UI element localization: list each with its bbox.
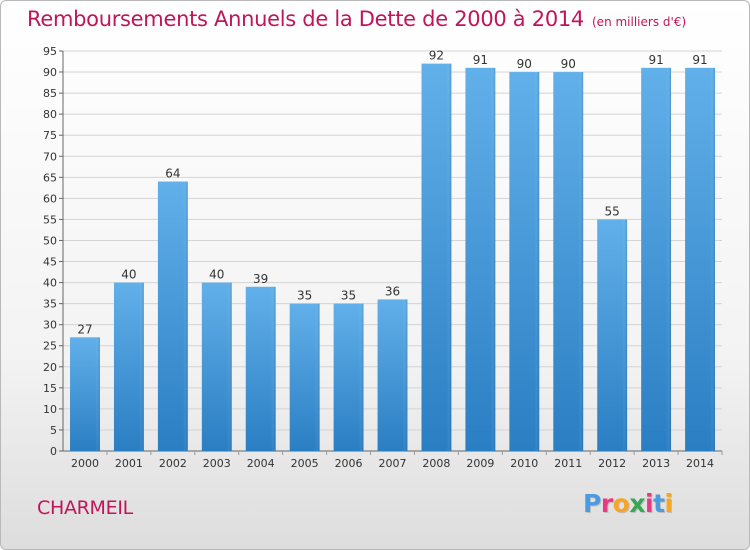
y-tick-label: 40 xyxy=(43,277,57,290)
unit-note: (en milliers d'€) xyxy=(592,15,687,29)
bar-shade xyxy=(641,67,672,451)
bar-shade xyxy=(465,67,496,451)
logo-letter: i xyxy=(664,489,674,518)
bar-shade xyxy=(113,282,144,451)
bar-shade xyxy=(685,67,715,451)
y-tick-label: 85 xyxy=(43,87,57,100)
x-tick-label: 2008 xyxy=(422,457,450,470)
x-tick-label: 2012 xyxy=(598,457,626,470)
bar-shade xyxy=(157,181,188,452)
y-tick-label: 0 xyxy=(50,445,57,458)
x-tick-label: 2009 xyxy=(466,457,494,470)
x-tick-label: 2014 xyxy=(686,457,714,470)
y-tick-label: 30 xyxy=(43,319,57,332)
bar-shade xyxy=(377,299,408,451)
logo-letter: o xyxy=(612,489,630,518)
y-tick-label: 80 xyxy=(43,108,57,121)
y-tick-label: 35 xyxy=(43,298,57,311)
bar-shade xyxy=(553,72,584,451)
bar-value-label: 64 xyxy=(165,167,180,181)
x-tick-label: 2001 xyxy=(115,457,143,470)
x-tick-label: 2003 xyxy=(203,457,231,470)
bar-layer xyxy=(70,63,715,452)
x-tick-label: 2011 xyxy=(554,457,582,470)
bar-value-label: 40 xyxy=(209,268,224,282)
y-tick-label: 75 xyxy=(43,129,57,142)
y-tick-label: 15 xyxy=(43,382,57,395)
bar-value-label: 36 xyxy=(385,284,400,298)
bar-value-label: 90 xyxy=(561,57,576,71)
bar-shade xyxy=(245,286,276,451)
bar-value-label: 35 xyxy=(297,289,312,303)
y-tick-label: 50 xyxy=(43,234,57,247)
logo-letter: r xyxy=(600,489,613,518)
x-tick-label: 2002 xyxy=(159,457,187,470)
bar-value-label: 40 xyxy=(121,268,136,282)
y-tick-label: 70 xyxy=(43,150,57,163)
bar-value-label: 92 xyxy=(429,49,444,63)
bar-value-label: 35 xyxy=(341,289,356,303)
x-tick-label: 2004 xyxy=(247,457,275,470)
x-tick-label: 2006 xyxy=(335,457,363,470)
commune-name: CHARMEIL xyxy=(37,497,133,519)
y-tick-label: 65 xyxy=(43,171,57,184)
bar-value-label: 55 xyxy=(605,204,620,218)
x-tick-label: 2013 xyxy=(642,457,670,470)
proxiti-logo: Proxiti xyxy=(583,489,673,518)
x-tick-label: 2005 xyxy=(291,457,319,470)
chart-title-text: Remboursements Annuels de la Dette de 20… xyxy=(27,7,584,31)
logo-letter: t xyxy=(653,489,665,518)
bar-value-label: 90 xyxy=(517,57,532,71)
bar-value-label: 91 xyxy=(473,53,488,67)
bar-value-label: 27 xyxy=(77,322,92,336)
logo-letter: P xyxy=(583,489,601,518)
bar-value-label: 91 xyxy=(648,53,663,67)
logo-letter: x xyxy=(629,489,645,518)
bar-shade xyxy=(201,282,232,451)
chart-title: Remboursements Annuels de la Dette de 20… xyxy=(27,7,686,31)
bar-shade xyxy=(70,337,100,451)
y-tick-label: 5 xyxy=(50,424,57,437)
x-tick-label: 2007 xyxy=(379,457,407,470)
y-tick-label: 25 xyxy=(43,340,57,353)
bar-shade xyxy=(333,303,364,451)
y-tick-label: 55 xyxy=(43,213,57,226)
bar-value-label: 39 xyxy=(253,272,268,286)
x-tick-label: 2010 xyxy=(510,457,538,470)
y-tick-label: 60 xyxy=(43,192,57,205)
bar-shade xyxy=(509,72,540,451)
y-tick-label: 10 xyxy=(43,403,57,416)
logo-letter: i xyxy=(645,489,654,518)
y-tick-label: 90 xyxy=(43,66,57,79)
label-layer: 27 2000 40 2001 64 2002 40 2003 39 2004 35 2005 35 20… xyxy=(71,49,714,470)
y-tick-label: 95 xyxy=(43,45,57,58)
x-tick-label: 2000 xyxy=(71,457,99,470)
y-tick-label: 45 xyxy=(43,256,57,269)
bar-shade xyxy=(421,63,452,451)
y-tick-label: 20 xyxy=(43,361,57,374)
bar-value-label: 91 xyxy=(692,53,707,67)
bar-shade xyxy=(597,219,628,451)
bar-shade xyxy=(289,303,320,451)
